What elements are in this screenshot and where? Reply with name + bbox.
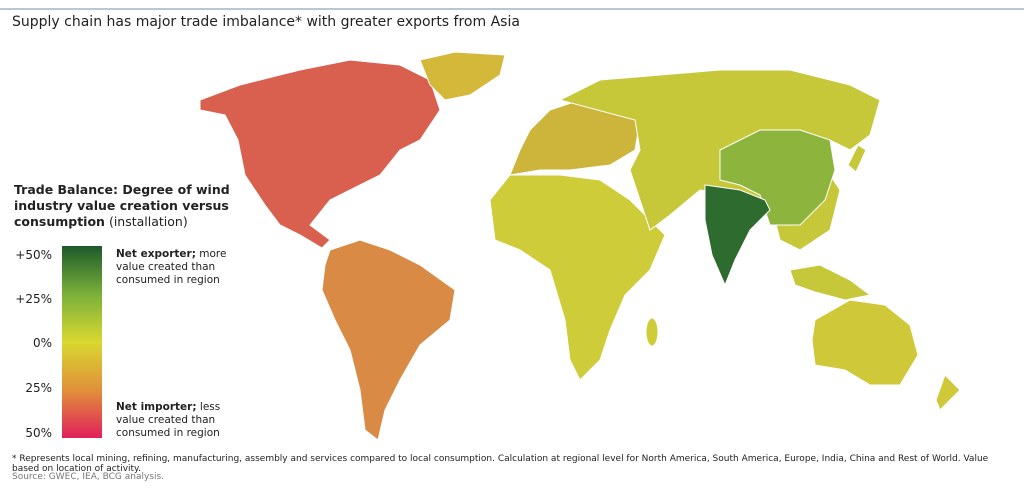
source: Source: GWEC, IEA, BCG analysis. [12, 472, 165, 482]
china [719, 129, 836, 226]
footnote: * Represents local mining, refining, man… [12, 454, 989, 474]
madagascar [645, 317, 659, 347]
scale-label: +25% [15, 292, 52, 306]
australia [811, 299, 919, 386]
importer-note: Net importer; less value created than co… [116, 401, 241, 440]
legend-heading-bold: Trade Balance: Degree of wind industry v… [14, 182, 230, 229]
scale-label: 0% [32, 336, 52, 350]
new-zealand [935, 374, 961, 411]
legend-heading-note: (installation) [108, 214, 188, 229]
exporter-note: Net exporter; more value created than co… [116, 248, 241, 287]
north-america [199, 59, 441, 249]
japan [847, 144, 867, 173]
importer-note-text: less value created than consumed in regi… [116, 401, 221, 439]
greenland [419, 51, 506, 101]
africa [489, 174, 666, 381]
india [704, 184, 771, 287]
exporter-note-bold: Net exporter; [116, 248, 196, 260]
south-america [321, 239, 456, 441]
southeast-asia-islands [789, 264, 872, 301]
legend-heading: Trade Balance: Degree of wind industry v… [14, 182, 244, 230]
exporter-note-text: more value created than consumed in regi… [116, 248, 227, 286]
scale-label: 25% [25, 381, 52, 395]
title: Supply chain has major trade imbalance* … [12, 14, 520, 30]
color-scale [62, 246, 102, 438]
scale-label: +50% [15, 248, 52, 262]
importer-note-bold: Net importer; [116, 401, 197, 413]
scale-label: 50% [25, 426, 52, 440]
